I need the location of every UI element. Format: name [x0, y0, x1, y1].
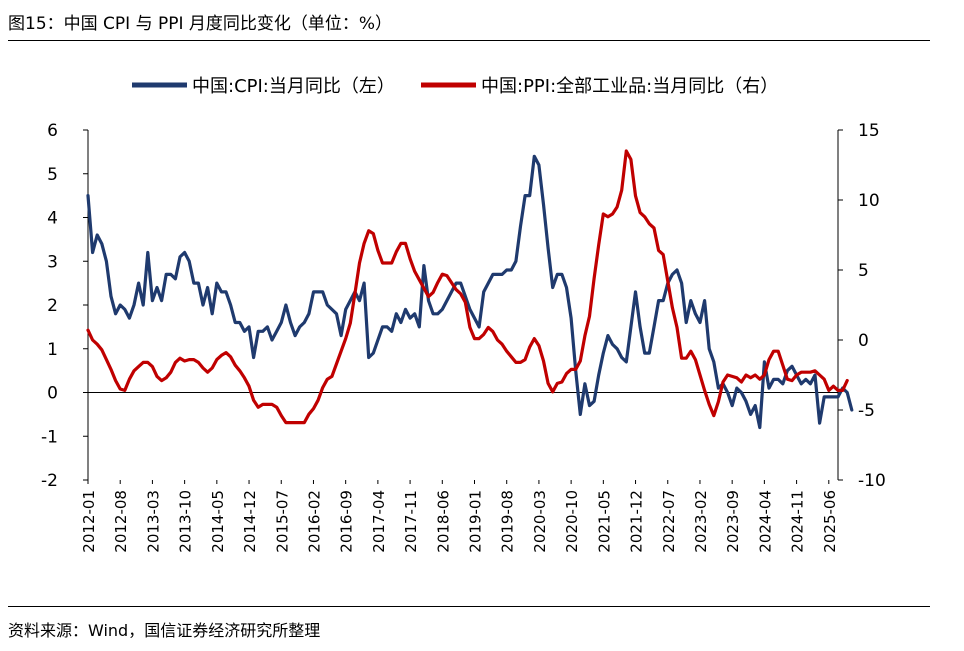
y-right-tick-label: -5: [858, 401, 875, 421]
ppi-series-line: [86, 149, 849, 425]
x-tick-label: 2024-11: [789, 490, 807, 553]
x-tick-label: 2013-10: [177, 490, 195, 553]
x-tick-label: 2014-12: [241, 490, 259, 553]
y-right-tick-label: 0: [858, 331, 869, 351]
x-tick-label: 2017-04: [370, 490, 388, 553]
x-tick-label: 2016-09: [338, 490, 356, 553]
y-left-tick-label: 3: [47, 252, 58, 272]
y-left-tick-label: 0: [47, 384, 58, 404]
y-right-tick-label: -10: [858, 471, 886, 491]
x-tick-label: 2024-04: [756, 490, 774, 553]
y-left-tick-label: 6: [47, 121, 58, 141]
x-tick-label: 2016-02: [305, 490, 323, 553]
x-tick-label: 2015-07: [273, 490, 291, 553]
y-left-tick-label: 1: [47, 340, 58, 360]
y-right-tick-label: 10: [858, 191, 880, 211]
x-tick-label: 2018-06: [434, 490, 452, 553]
y-left-tick-label: 2: [47, 296, 58, 316]
x-tick-label: 2012-01: [80, 490, 98, 553]
x-tick-label: 2025-06: [821, 490, 839, 553]
x-tick-label: 2012-08: [112, 490, 130, 553]
x-tick-label: 2019-08: [499, 490, 517, 553]
y-left-tick-label: 5: [47, 165, 58, 185]
x-tick-label: 2022-07: [660, 490, 678, 553]
y-right-tick-label: 5: [858, 261, 869, 281]
bottom-rule: [8, 606, 930, 607]
legend-item-ppi-label: 中国:PPI:全部工业品:当月同比（右）: [481, 76, 778, 97]
x-tick-label: 2021-12: [628, 490, 646, 553]
y-left-tick-label: -1: [41, 427, 58, 447]
x-tick-label: 2020-03: [531, 490, 549, 553]
figure-title: 图15：中国 CPI 与 PPI 月度同比变化（单位：%）: [8, 14, 393, 34]
x-tick-label: 2021-05: [595, 490, 613, 553]
legend-item-cpi-label: 中国:CPI:当月同比（左）: [192, 76, 395, 97]
top-rule: [8, 40, 930, 41]
y-left-tick-label: 4: [47, 209, 58, 229]
cpi-series-line: [86, 154, 854, 430]
x-tick-label: 2023-02: [692, 490, 710, 553]
x-tick-label: 2020-10: [563, 490, 581, 553]
y-right-tick-label: 15: [858, 121, 880, 141]
source-note: 资料来源：Wind，国信证券经济研究所整理: [8, 621, 321, 640]
x-tick-label: 2019-01: [467, 490, 485, 553]
y-left-tick-label: -2: [41, 471, 58, 491]
x-tick-label: 2013-03: [144, 490, 162, 553]
x-tick-label: 2014-05: [209, 490, 227, 553]
x-tick-label: 2023-09: [724, 490, 742, 553]
x-tick-label: 2017-11: [402, 490, 420, 553]
